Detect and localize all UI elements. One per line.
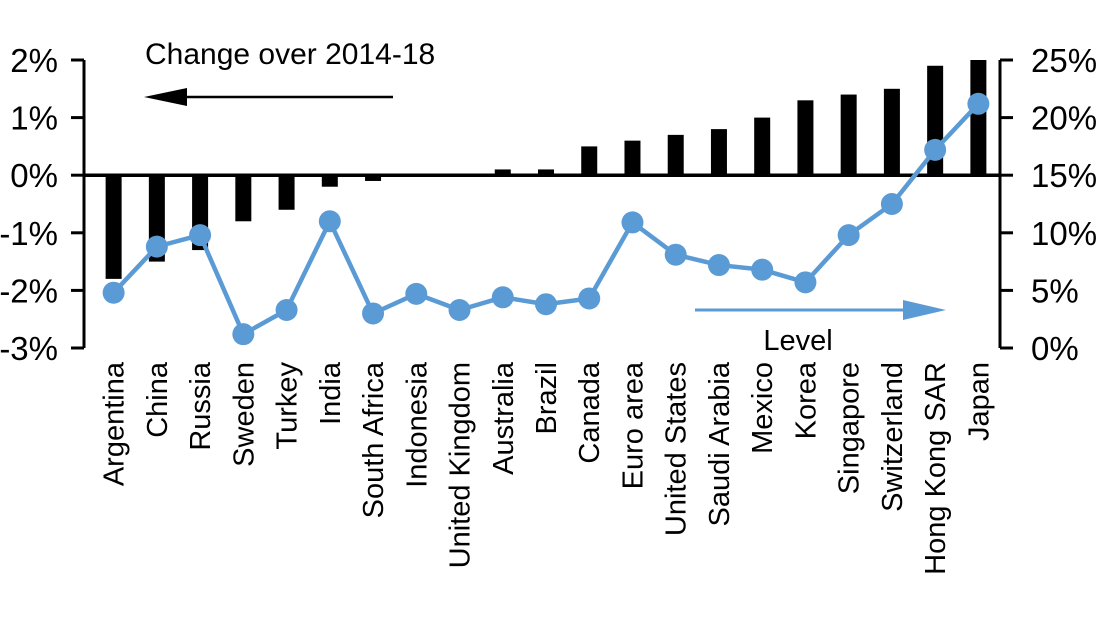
- left-axis-tick-label: -3%: [0, 330, 58, 367]
- bar-turkey: [278, 175, 295, 210]
- bar-brazil: [538, 169, 554, 176]
- left-axis-tick-label: 2%: [10, 42, 58, 79]
- right-arrow-icon: [695, 300, 946, 320]
- category-label-sweden: Sweden: [228, 362, 260, 467]
- marker-sweden: [232, 323, 255, 346]
- right-axis-tick-label: 15%: [1031, 157, 1097, 194]
- bar-series: [105, 60, 987, 279]
- marker-korea: [794, 271, 817, 294]
- category-axis-labels: Argentina China Russia Sweden Turkey India Sou…: [99, 361, 996, 575]
- right-axis-tick-label: 0%: [1031, 330, 1079, 367]
- category-label-mexico: Mexico: [747, 362, 779, 454]
- bar-series-label: Change over 2014-18: [145, 38, 435, 71]
- category-label-russia: Russia: [185, 361, 217, 451]
- category-label-united-states: United States: [661, 362, 693, 536]
- bar-korea: [797, 100, 814, 176]
- right-axis-tick-label: 10%: [1031, 215, 1097, 252]
- category-label-south-africa: South Africa: [358, 361, 390, 518]
- marker-argentina: [102, 281, 125, 304]
- category-label-argentina: Argentina: [99, 361, 131, 486]
- category-label-india: India: [315, 361, 347, 425]
- category-label-saudi-arabia: Saudi Arabia: [704, 361, 736, 526]
- category-label-brazil: Brazil: [531, 362, 563, 435]
- marker-euro-area: [621, 211, 644, 234]
- category-label-canada: Canada: [574, 361, 606, 463]
- marker-china: [145, 235, 168, 258]
- marker-brazil: [535, 293, 557, 316]
- left-axis-tick-label: 1%: [10, 100, 58, 137]
- marker-mexico: [751, 258, 774, 281]
- category-label-japan: Japan: [963, 362, 995, 441]
- category-label-switzerland: Switzerland: [877, 362, 909, 512]
- bar-mexico: [754, 117, 771, 176]
- marker-australia: [491, 286, 514, 309]
- right-axis-tick-label: 25%: [1031, 42, 1097, 79]
- category-label-australia: Australia: [488, 361, 520, 475]
- marker-japan: [967, 92, 990, 115]
- category-label-turkey: Turkey: [272, 362, 304, 450]
- right-axis-tick-label: 5%: [1031, 272, 1079, 309]
- marker-switzerland: [880, 193, 903, 215]
- category-label-hong-kong-sar: Hong Kong SAR: [920, 362, 952, 575]
- marker-saudi-arabia: [707, 254, 730, 277]
- category-label-singapore: Singapore: [834, 362, 866, 494]
- bar-singapore: [840, 94, 857, 176]
- bar-india: [321, 175, 338, 187]
- left-axis-tick-label: -1%: [0, 215, 58, 252]
- bar-series-annotation: Change over 2014-18: [144, 38, 435, 106]
- category-label-korea: Korea: [790, 361, 822, 439]
- marker-india: [318, 210, 341, 233]
- category-label-indonesia: Indonesia: [401, 361, 433, 488]
- marker-singapore: [837, 224, 860, 247]
- bar-argentina: [105, 175, 122, 279]
- bar-australia: [494, 169, 511, 176]
- category-label-china: China: [142, 361, 174, 438]
- bar-canada: [581, 146, 598, 176]
- bar-south-africa: [365, 175, 382, 181]
- left-arrow-icon: [144, 88, 393, 106]
- category-label-euro-area: Euro area: [617, 361, 649, 489]
- left-axis-tick-label: -2%: [0, 272, 58, 309]
- category-label-united-kingdom: United Kingdom: [445, 362, 477, 568]
- marker-south-africa: [362, 302, 385, 325]
- marker-indonesia: [405, 282, 428, 305]
- line-series-annotation: Level: [695, 300, 946, 357]
- marker-united-states: [664, 243, 687, 266]
- bar-united-states: [667, 134, 684, 176]
- bar-euro-area: [624, 140, 641, 176]
- marker-hong-kong-sar: [924, 138, 947, 161]
- bar-japan: [970, 60, 987, 176]
- right-axis-tick-label: 20%: [1031, 100, 1097, 137]
- marker-russia: [189, 224, 212, 247]
- bar-saudi-arabia: [710, 129, 727, 176]
- bar-switzerland: [883, 88, 900, 176]
- line-series: [102, 92, 990, 346]
- left-axis-tick-label: 0%: [10, 157, 58, 194]
- line-series-label: Level: [763, 325, 832, 357]
- marker-canada: [578, 287, 601, 310]
- marker-turkey: [275, 298, 298, 321]
- bar-sweden: [235, 175, 252, 222]
- marker-united-kingdom: [448, 298, 471, 321]
